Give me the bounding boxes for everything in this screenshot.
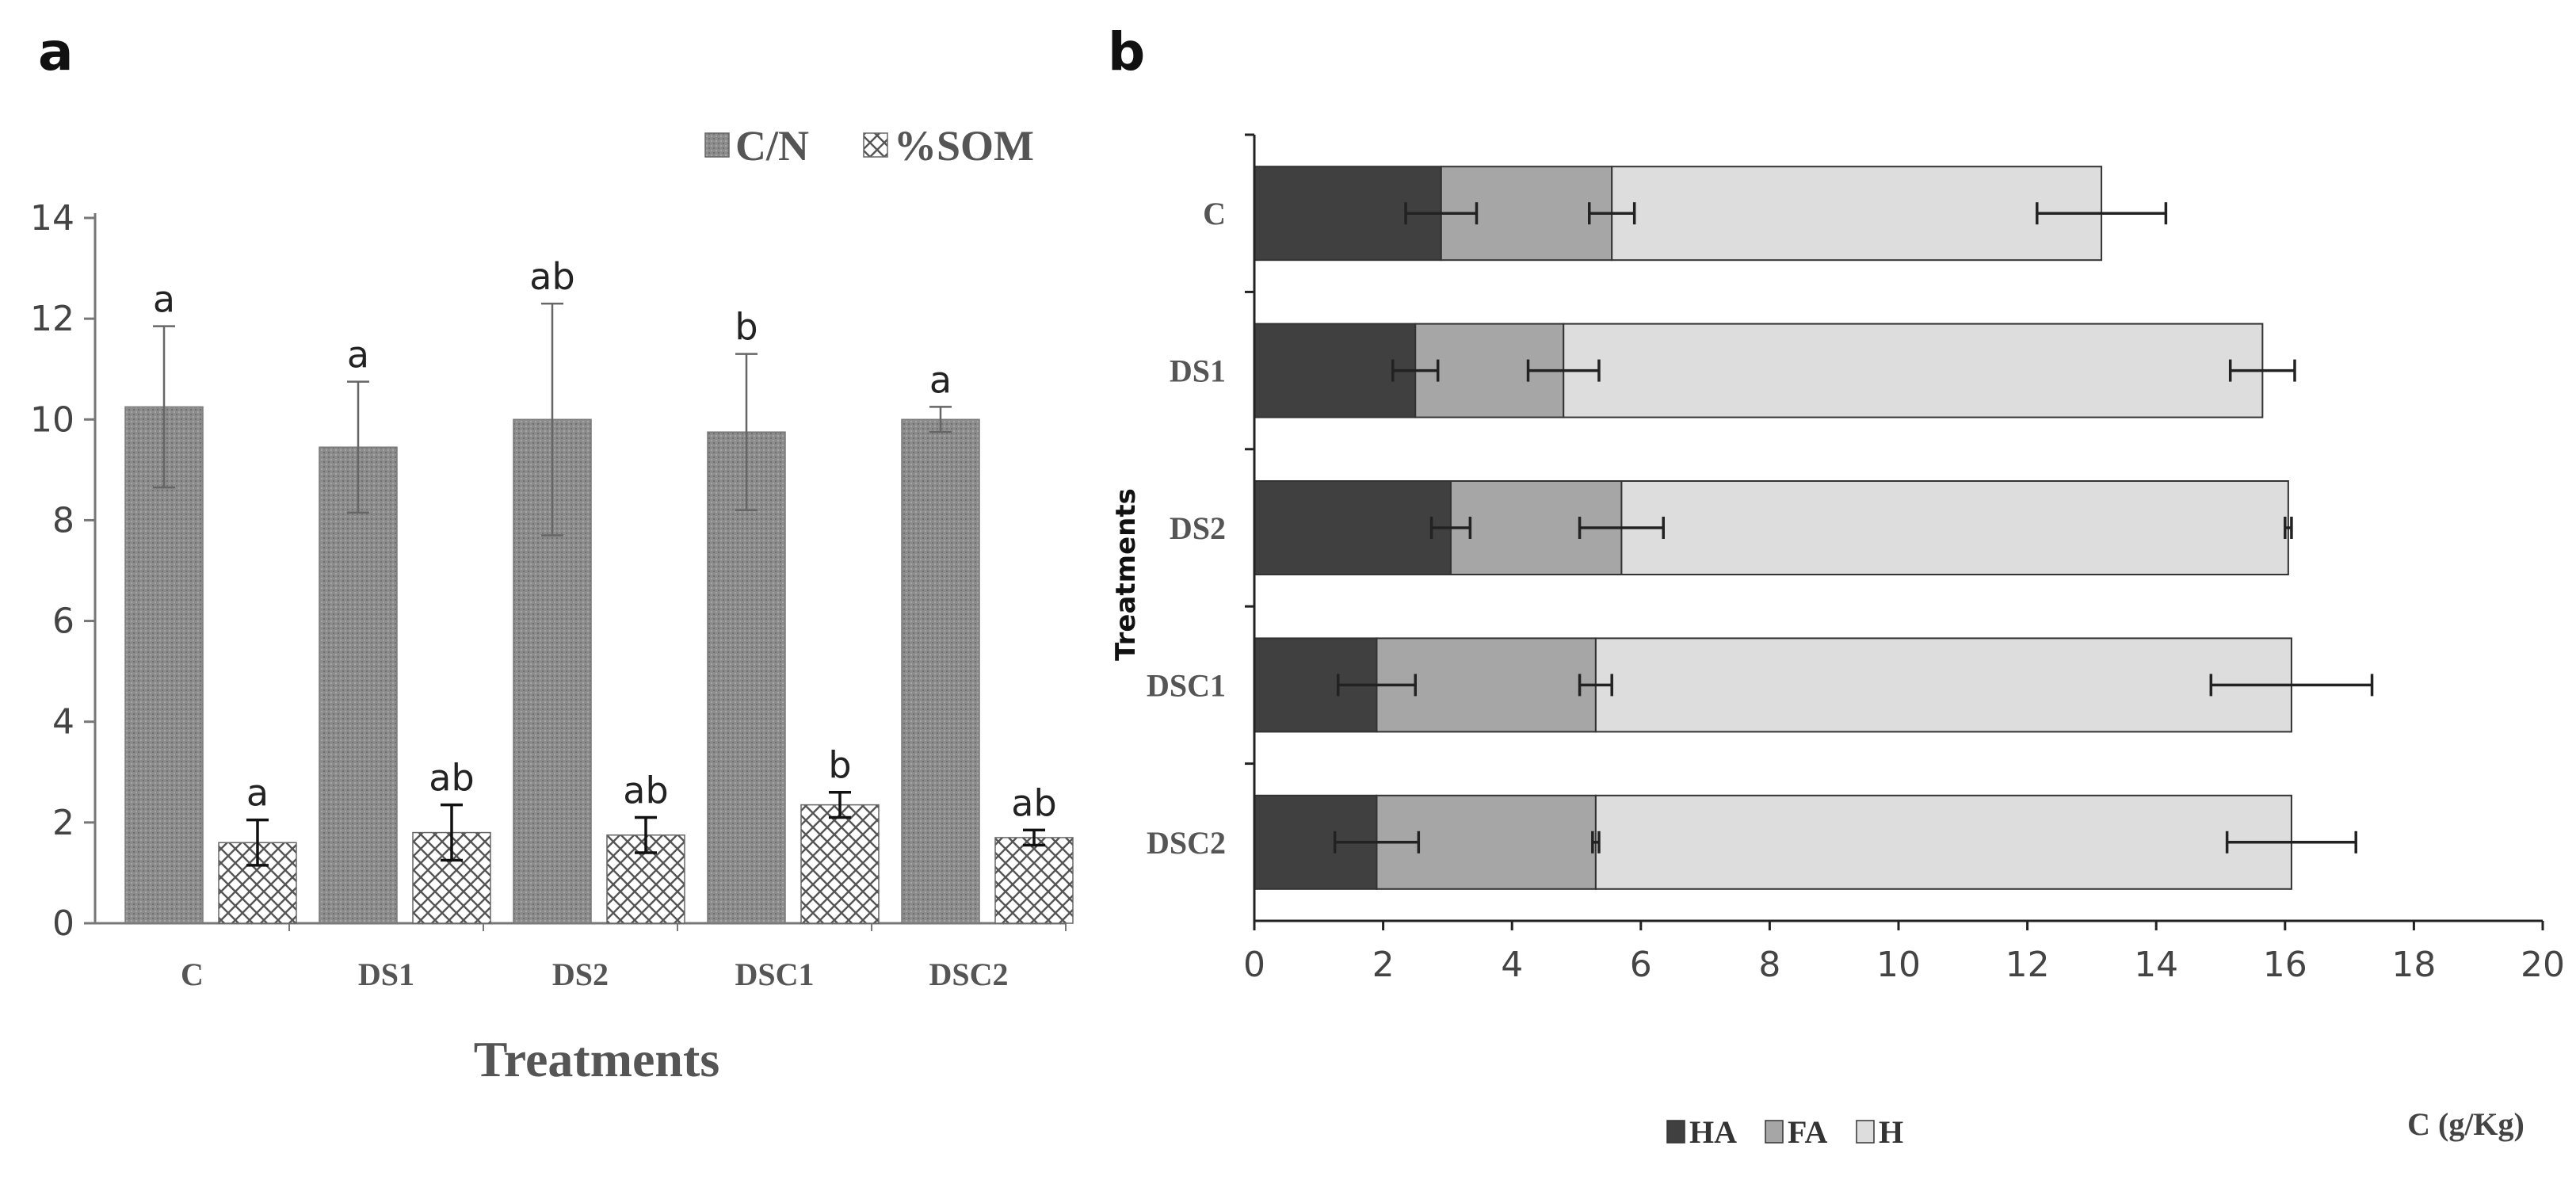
legend-swatch-h — [1856, 1120, 1875, 1144]
panel-b-y-tick-label: DS2 — [1170, 510, 1226, 546]
panel-b-x-axis-title: C (g/Kg) — [2407, 1106, 2524, 1142]
panel-a-x-tick-label: DS2 — [552, 957, 609, 992]
significance-letter: a — [347, 334, 369, 376]
bar-ha-ds2 — [1254, 480, 1452, 575]
panel-a-x-axis-title: Treatments — [474, 1031, 719, 1087]
panel-a-y-tick-label: 4 — [52, 702, 74, 743]
panel-a-x-tick-label: DSC2 — [929, 957, 1008, 992]
significance-letter: b — [735, 306, 758, 349]
panel-b-bars — [1254, 166, 2292, 890]
panel-b-x-tick-label: 20 — [2521, 945, 2565, 985]
panel-a-y-tick-label: 0 — [52, 903, 74, 944]
legend-swatch-fa — [1765, 1120, 1784, 1144]
panel-a-y-tick-label: 12 — [30, 299, 74, 339]
legend-swatch-som — [863, 132, 888, 158]
bar-h-ds1 — [1563, 323, 2264, 418]
bar-cn-dsc2 — [901, 418, 980, 924]
legend-swatch-ha — [1666, 1120, 1685, 1144]
panel-a-y-tick-label: 2 — [52, 803, 74, 843]
panel-b-tick-labels: 0 2 4 6 8 10 12 14 16 18 20 C DS1 DS2 DSC1 DSC2 — [1147, 196, 2565, 985]
panel-a-y-tick-label: 10 — [30, 399, 74, 440]
panel-a-error-bars — [153, 302, 1045, 867]
panel-b-x-tick-label: 10 — [1876, 945, 1921, 985]
panel-a-label: a — [38, 21, 74, 82]
bar-h-c — [1611, 166, 2103, 262]
significance-letter: a — [153, 278, 175, 321]
panel-b-x-tick-label: 6 — [1630, 945, 1652, 985]
panel-b-y-axis-title: Treatments — [1110, 488, 1142, 661]
panel-b-axes — [1245, 133, 2544, 930]
bar-cn-ds1 — [319, 446, 398, 924]
significance-letter: a — [929, 358, 952, 401]
significance-letter: a — [246, 772, 269, 815]
panel-a: a C/N %SOM a a a ab ab ab b b a ab 0 2 4 6 8 10 12 14 C DS1… — [30, 21, 1074, 1087]
panel-b-x-tick-label: 4 — [1501, 945, 1523, 985]
panel-a-tick-labels: 0 2 4 6 8 10 12 14 C DS1 DS2 DSC1 DSC2 — [30, 198, 1009, 992]
panel-b-legend: HA FA H — [1666, 1114, 1903, 1150]
significance-letter: ab — [429, 757, 474, 800]
panel-a-y-tick-label: 6 — [52, 601, 74, 642]
bar-h-dsc1 — [1594, 637, 2292, 733]
panel-a-y-tick-label: 8 — [52, 500, 74, 540]
significance-letter: ab — [1011, 781, 1056, 824]
panel-a-significance-letters: a a a ab ab ab b b a ab — [153, 255, 1057, 824]
legend-label: H — [1879, 1114, 1903, 1150]
panel-b-x-tick-label: 12 — [2005, 945, 2050, 985]
bar-h-ds2 — [1620, 480, 2289, 575]
panel-b-x-tick-label: 2 — [1372, 945, 1395, 985]
panel-b-error-bars — [1333, 202, 2374, 853]
panel-b-label: b — [1108, 21, 1145, 82]
panel-a-y-tick-label: 14 — [30, 198, 74, 239]
legend-label: HA — [1689, 1114, 1737, 1150]
bar-som-dsc1 — [800, 804, 880, 924]
legend-swatch-cn — [704, 132, 730, 158]
legend-label: %SOM — [894, 122, 1034, 170]
panel-b: b 0 2 4 6 8 10 12 14 16 18 20 C DS1 DS2 DSC1 DSC2 Treat… — [1108, 21, 2565, 1150]
bar-cn-dsc1 — [707, 431, 786, 924]
panel-b-y-tick-label: DSC2 — [1147, 825, 1226, 861]
panel-a-legend: C/N %SOM — [704, 122, 1034, 170]
panel-b-x-tick-label: 16 — [2263, 945, 2307, 985]
panel-a-x-tick-label: C — [181, 957, 204, 992]
panel-a-x-tick-label: DS1 — [358, 957, 414, 992]
panel-b-y-tick-label: C — [1203, 196, 1226, 231]
panel-b-x-tick-label: 18 — [2391, 945, 2436, 985]
bar-cn-c — [124, 406, 204, 924]
panel-b-x-tick-label: 0 — [1243, 945, 1265, 985]
significance-letter: ab — [529, 255, 574, 298]
bar-h-dsc2 — [1594, 794, 2292, 890]
panel-b-y-tick-label: DS1 — [1170, 353, 1226, 389]
panel-b-x-tick-label: 14 — [2134, 945, 2178, 985]
bar-som-dsc2 — [994, 837, 1074, 924]
bar-ha-ds1 — [1254, 323, 1417, 418]
panel-b-y-tick-label: DSC1 — [1147, 667, 1226, 703]
panel-a-bars — [124, 406, 1074, 924]
legend-label: C/N — [735, 122, 809, 170]
significance-letter: b — [828, 744, 851, 787]
legend-label: FA — [1788, 1114, 1827, 1150]
significance-letter: ab — [623, 769, 668, 812]
panel-b-x-tick-label: 8 — [1758, 945, 1780, 985]
panel-a-x-tick-label: DSC1 — [735, 957, 814, 992]
